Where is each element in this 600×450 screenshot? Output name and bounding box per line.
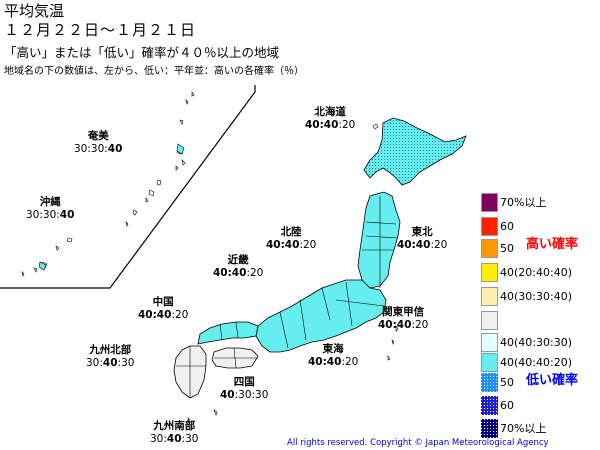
label-okinawa: 沖縄 30:30:40 (26, 196, 75, 221)
region-chugoku[interactable] (197, 321, 259, 345)
label-tohoku: 東北 40:40:20 (397, 226, 448, 251)
forecast-period: １２月２２日～１月２１日 (4, 21, 197, 39)
island-rishiri (372, 123, 379, 130)
legend-swatch (481, 311, 498, 330)
legend-swatch (481, 263, 498, 282)
inset-border (0, 85, 256, 289)
legend-item: 50 (478, 239, 598, 259)
legend-item: 60 (478, 396, 598, 416)
label-chugoku: 中国 40:40:20 (138, 296, 189, 321)
region-honshu-central[interactable] (255, 279, 387, 353)
label-hokkaido: 北海道 40:40:20 (305, 106, 356, 131)
legend-swatch (481, 396, 498, 415)
region-hokkaido[interactable] (363, 117, 467, 186)
islands (21, 91, 399, 425)
legend-item: 40(30:30:40) (478, 287, 598, 307)
legend-low-probability: 低い確率 (526, 373, 579, 388)
legend-item: 70%以上 (478, 193, 598, 213)
label-amami: 奄美 30:30:40 (74, 130, 123, 155)
map-title: 平均気温 (4, 2, 65, 20)
legend-swatch (481, 217, 498, 236)
label-kyushu-north: 九州北部 30:40:30 (86, 344, 135, 369)
region-tohoku[interactable] (357, 191, 401, 289)
legend-item: 40(40:40:20) (478, 353, 598, 373)
legend-item: 70%以上 (478, 419, 598, 439)
label-kyushu-south: 九州南部 30:40:30 (150, 420, 199, 445)
legend-high-probability: 高い確率 (526, 237, 579, 252)
legend-swatch (481, 239, 498, 258)
legend-item (478, 311, 598, 331)
copyright: All rights reserved. Copyright © Japan M… (287, 438, 549, 448)
probability-note: 地域名の下の数値は、左から、低い：平年並：高いの各確率（％） (4, 66, 304, 77)
legend-item: 50 (478, 373, 598, 393)
label-shikoku: 四国 40:30:30 (220, 376, 269, 401)
legend-swatch (481, 373, 498, 392)
legend-item: 60 (478, 217, 598, 237)
legend-swatch (481, 353, 498, 372)
island-okinawa (38, 261, 47, 271)
island-amami (176, 143, 185, 155)
label-hokuriku: 北陸 40:40:20 (266, 226, 317, 251)
legend-swatch (481, 333, 498, 352)
label-kanto-koshin: 関東甲信 40:40:20 (378, 306, 429, 331)
legend-item: 40(40:30:30) (478, 333, 598, 353)
label-tokai: 東海 40:40:20 (308, 343, 359, 368)
legend-swatch (481, 287, 498, 306)
legend-swatch (481, 419, 498, 438)
legend-swatch (481, 193, 498, 212)
legend-item: 40(20:40:40) (478, 263, 598, 283)
label-kinki: 近畿 40:40:20 (213, 254, 264, 279)
map-subtitle: 「高い」または「低い」確率が４０％以上の地域 (4, 45, 280, 60)
